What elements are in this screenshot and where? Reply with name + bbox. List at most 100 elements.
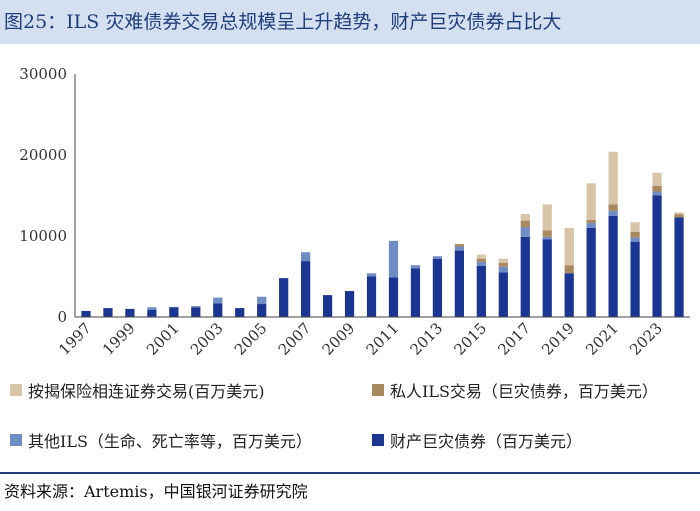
bar-segment-2020-s3: [586, 183, 596, 220]
legend-label-mortgage: 按揭保险相连证券交易(百万美元): [28, 382, 265, 401]
footer-rule: [0, 472, 700, 474]
bar-segment-2018-s3: [542, 204, 552, 231]
bar-segment-2017-s2: [520, 220, 530, 228]
bar-segment-2015-s0: [476, 265, 486, 317]
bar-segment-2022-s1: [630, 237, 640, 242]
bar-segment-2009-s0: [344, 291, 355, 317]
bar-segment-2000-s0: [147, 309, 157, 317]
bar-segment-2020-s2: [586, 219, 596, 224]
legend-item-private-ils: 私人ILS交易（巨灾债券，百万美元）: [372, 378, 658, 402]
bar-segment-2001-s0: [169, 307, 179, 317]
legend-swatch-other-ils: [10, 434, 22, 446]
x-tick-label-2001: 2001: [143, 319, 183, 359]
x-tick-label-2017: 2017: [494, 319, 534, 359]
bar-segment-1997-s0: [81, 310, 91, 317]
bar-segment-2013-s0: [432, 258, 443, 317]
x-tick-label-2009: 2009: [319, 319, 359, 359]
stacked-bar-chart: 0 10000 20000 30000 1997 1999 2001 2003 2005 200…: [19, 65, 690, 359]
bar-segment-2015-s2: [476, 258, 486, 262]
bar-segment-2023-s0: [652, 195, 662, 317]
bar-segment-2024-s3: [674, 212, 684, 215]
y-tick-label: 10000: [19, 227, 67, 245]
bar-segment-2008-s0: [322, 295, 333, 317]
bar-segment-2016-s1: [498, 266, 508, 273]
y-tick-label: 30000: [19, 65, 67, 83]
legend-swatch-property-cat: [372, 434, 384, 446]
x-tick-label-2019: 2019: [538, 319, 578, 359]
legend-item-property-cat: 财产巨灾债券（百万美元）: [372, 428, 582, 452]
bar-segment-2014-s2: [454, 244, 464, 247]
y-axis: 0 10000 20000 30000: [19, 65, 76, 326]
bar-segment-2018-s1: [542, 236, 552, 240]
bar-segment-2000-s1: [147, 307, 157, 310]
bar-segment-1999-s0: [125, 308, 135, 317]
bar-segment-2007-s1: [301, 252, 311, 262]
legend-item-mortgage: 按揭保险相连证券交易(百万美元): [10, 378, 265, 402]
legend-swatch-mortgage: [10, 384, 22, 396]
bar-segment-2012-s0: [410, 268, 421, 317]
x-tick-label-2013: 2013: [407, 319, 447, 359]
bar-segment-2010-s0: [366, 276, 377, 317]
bar-segment-2014-s0: [454, 250, 464, 317]
bar-segment-2017-s1: [520, 227, 530, 237]
x-axis: 1997 1999 2001 2003 2005 2007 2009 2011 2013 2015…: [55, 316, 690, 359]
bar-segment-2015-s1: [476, 261, 486, 266]
bar-segment-2012-s1: [410, 265, 421, 269]
bar-segment-2023-s3: [652, 172, 662, 186]
bar-segment-2014-s1: [454, 246, 464, 251]
y-tick-label: 20000: [19, 146, 67, 164]
bar-segment-2018-s2: [542, 230, 552, 237]
bar-segment-2017-s0: [520, 236, 530, 317]
bar-segment-2004-s0: [235, 308, 245, 317]
bars: [81, 151, 684, 317]
bar-segment-2011-s0: [388, 277, 399, 317]
x-tick-label-2003: 2003: [187, 319, 227, 359]
bar-segment-2013-s1: [432, 256, 443, 259]
bar-segment-2019-s3: [564, 227, 574, 266]
legend: 按揭保险相连证券交易(百万美元) 私人ILS交易（巨灾债券，百万美元） 其他IL…: [10, 372, 700, 462]
legend-label-private-ils: 私人ILS交易（巨灾债券，百万美元）: [390, 382, 658, 401]
legend-swatch-private-ils: [372, 384, 384, 396]
bar-segment-2006-s0: [279, 278, 289, 317]
bar-segment-2019-s0: [564, 273, 574, 317]
bar-segment-2021-s0: [608, 215, 618, 317]
legend-label-property-cat: 财产巨灾债券（百万美元）: [390, 432, 583, 451]
bar-segment-2023-s2: [652, 185, 662, 192]
bar-segment-2016-s3: [498, 258, 508, 263]
bar-segment-2022-s0: [630, 241, 640, 317]
legend-item-other-ils: 其他ILS（生命、死亡率等，百万美元）: [10, 428, 312, 452]
x-tick-label-2021: 2021: [582, 319, 622, 359]
bar-segment-2019-s2: [564, 265, 574, 274]
bar-segment-2024-s2: [674, 214, 684, 218]
bar-segment-2007-s0: [301, 261, 311, 317]
bar-segment-2017-s3: [520, 214, 530, 221]
bar-segment-2010-s1: [366, 273, 377, 277]
bar-segment-2020-s0: [586, 227, 596, 317]
x-tick-label-2011: 2011: [363, 319, 403, 359]
x-tick-label-2023: 2023: [626, 319, 666, 359]
bar-segment-2021-s3: [608, 151, 618, 205]
x-tick-label-2007: 2007: [275, 319, 315, 359]
bar-segment-2023-s1: [652, 191, 662, 196]
bar-segment-2001-s1: [169, 306, 179, 308]
x-tick-label-2015: 2015: [450, 319, 490, 359]
bar-segment-2021-s2: [608, 204, 618, 211]
bar-segment-1998-s0: [103, 308, 113, 317]
bar-segment-2020-s1: [586, 223, 596, 228]
chart-title: 图25：ILS 灾难债券交易总规模呈上升趋势，财产巨灾债券占比大: [0, 0, 700, 44]
bar-segment-2011-s1: [388, 240, 399, 278]
bar-segment-2002-s1: [191, 306, 201, 308]
bar-segment-2016-s2: [498, 262, 508, 267]
bar-segment-2003-s0: [213, 303, 223, 317]
bar-segment-2002-s0: [191, 307, 201, 317]
bar-segment-2021-s1: [608, 210, 618, 216]
bar-segment-2015-s3: [476, 254, 486, 259]
bar-segment-2005-s1: [257, 296, 267, 305]
x-tick-label-1999: 1999: [99, 319, 139, 359]
bar-segment-2005-s0: [257, 304, 267, 317]
legend-label-other-ils: 其他ILS（生命、死亡率等，百万美元）: [28, 432, 312, 451]
bar-segment-2022-s2: [630, 231, 640, 238]
bar-segment-2003-s1: [213, 297, 223, 304]
x-tick-label-2005: 2005: [231, 319, 271, 359]
source-note: 资料来源：Artemis，中国银河证券研究院: [4, 482, 308, 501]
